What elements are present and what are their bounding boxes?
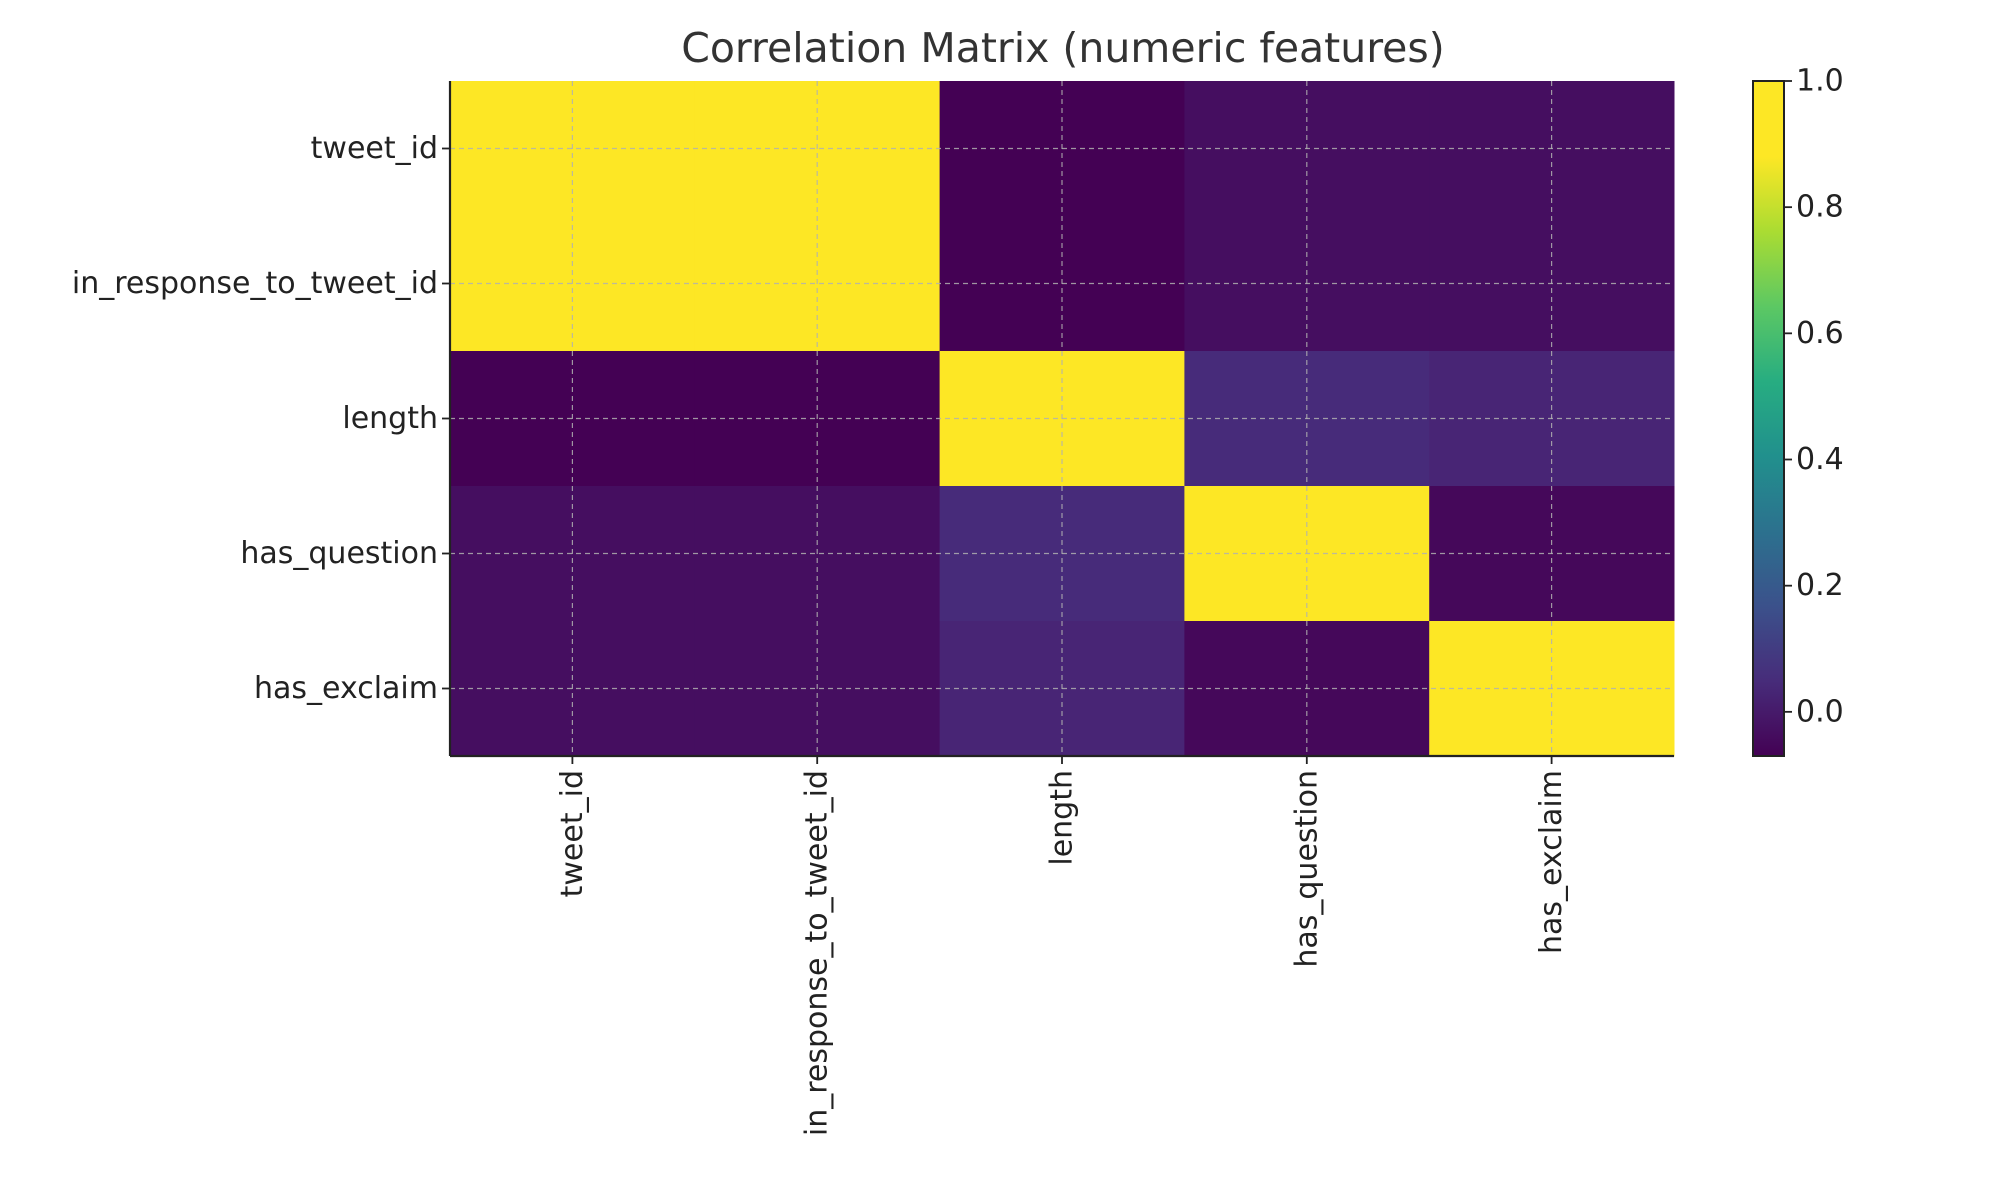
x-tick-label-length: length bbox=[1045, 770, 1080, 866]
heatmap-axes bbox=[442, 81, 1674, 764]
heatmap-gridlines bbox=[450, 81, 1674, 756]
colorbar-tick-label: 0.6 bbox=[1796, 316, 1844, 351]
x-tick-label-tweet_id: tweet_id bbox=[555, 770, 590, 897]
chart-title: Correlation Matrix (numeric features) bbox=[681, 24, 1445, 72]
colorbar-frame bbox=[1752, 80, 1785, 757]
colorbar-tick-label: 0.4 bbox=[1796, 442, 1844, 477]
colorbar-tick-label: 0.0 bbox=[1796, 694, 1844, 729]
colorbar-gradient bbox=[1753, 81, 1784, 756]
colorbar: 1.0 0.8 0.6 0.4 0.2 0.0 bbox=[1752, 64, 1844, 757]
colorbar-tick-label: 0.2 bbox=[1796, 568, 1844, 603]
y-tick-label-has_question: has_question bbox=[240, 536, 438, 571]
y-tick-label-in_response_to_tweet_id: in_response_to_tweet_id bbox=[72, 266, 438, 301]
x-tick-labels: tweet_id in_response_to_tweet_id length has… bbox=[555, 770, 1569, 1136]
colorbar-tick-label: 1.0 bbox=[1796, 64, 1844, 99]
x-tick-label-has_question: has_question bbox=[1289, 770, 1324, 968]
y-tick-label-tweet_id: tweet_id bbox=[311, 131, 438, 166]
x-tick-label-in_response_to_tweet_id: in_response_to_tweet_id bbox=[800, 770, 835, 1136]
y-tick-label-length: length bbox=[342, 401, 438, 436]
y-tick-label-has_exclaim: has_exclaim bbox=[254, 671, 438, 706]
x-tick-label-has_exclaim: has_exclaim bbox=[1534, 770, 1569, 954]
colorbar-tick-label: 0.8 bbox=[1796, 190, 1844, 225]
